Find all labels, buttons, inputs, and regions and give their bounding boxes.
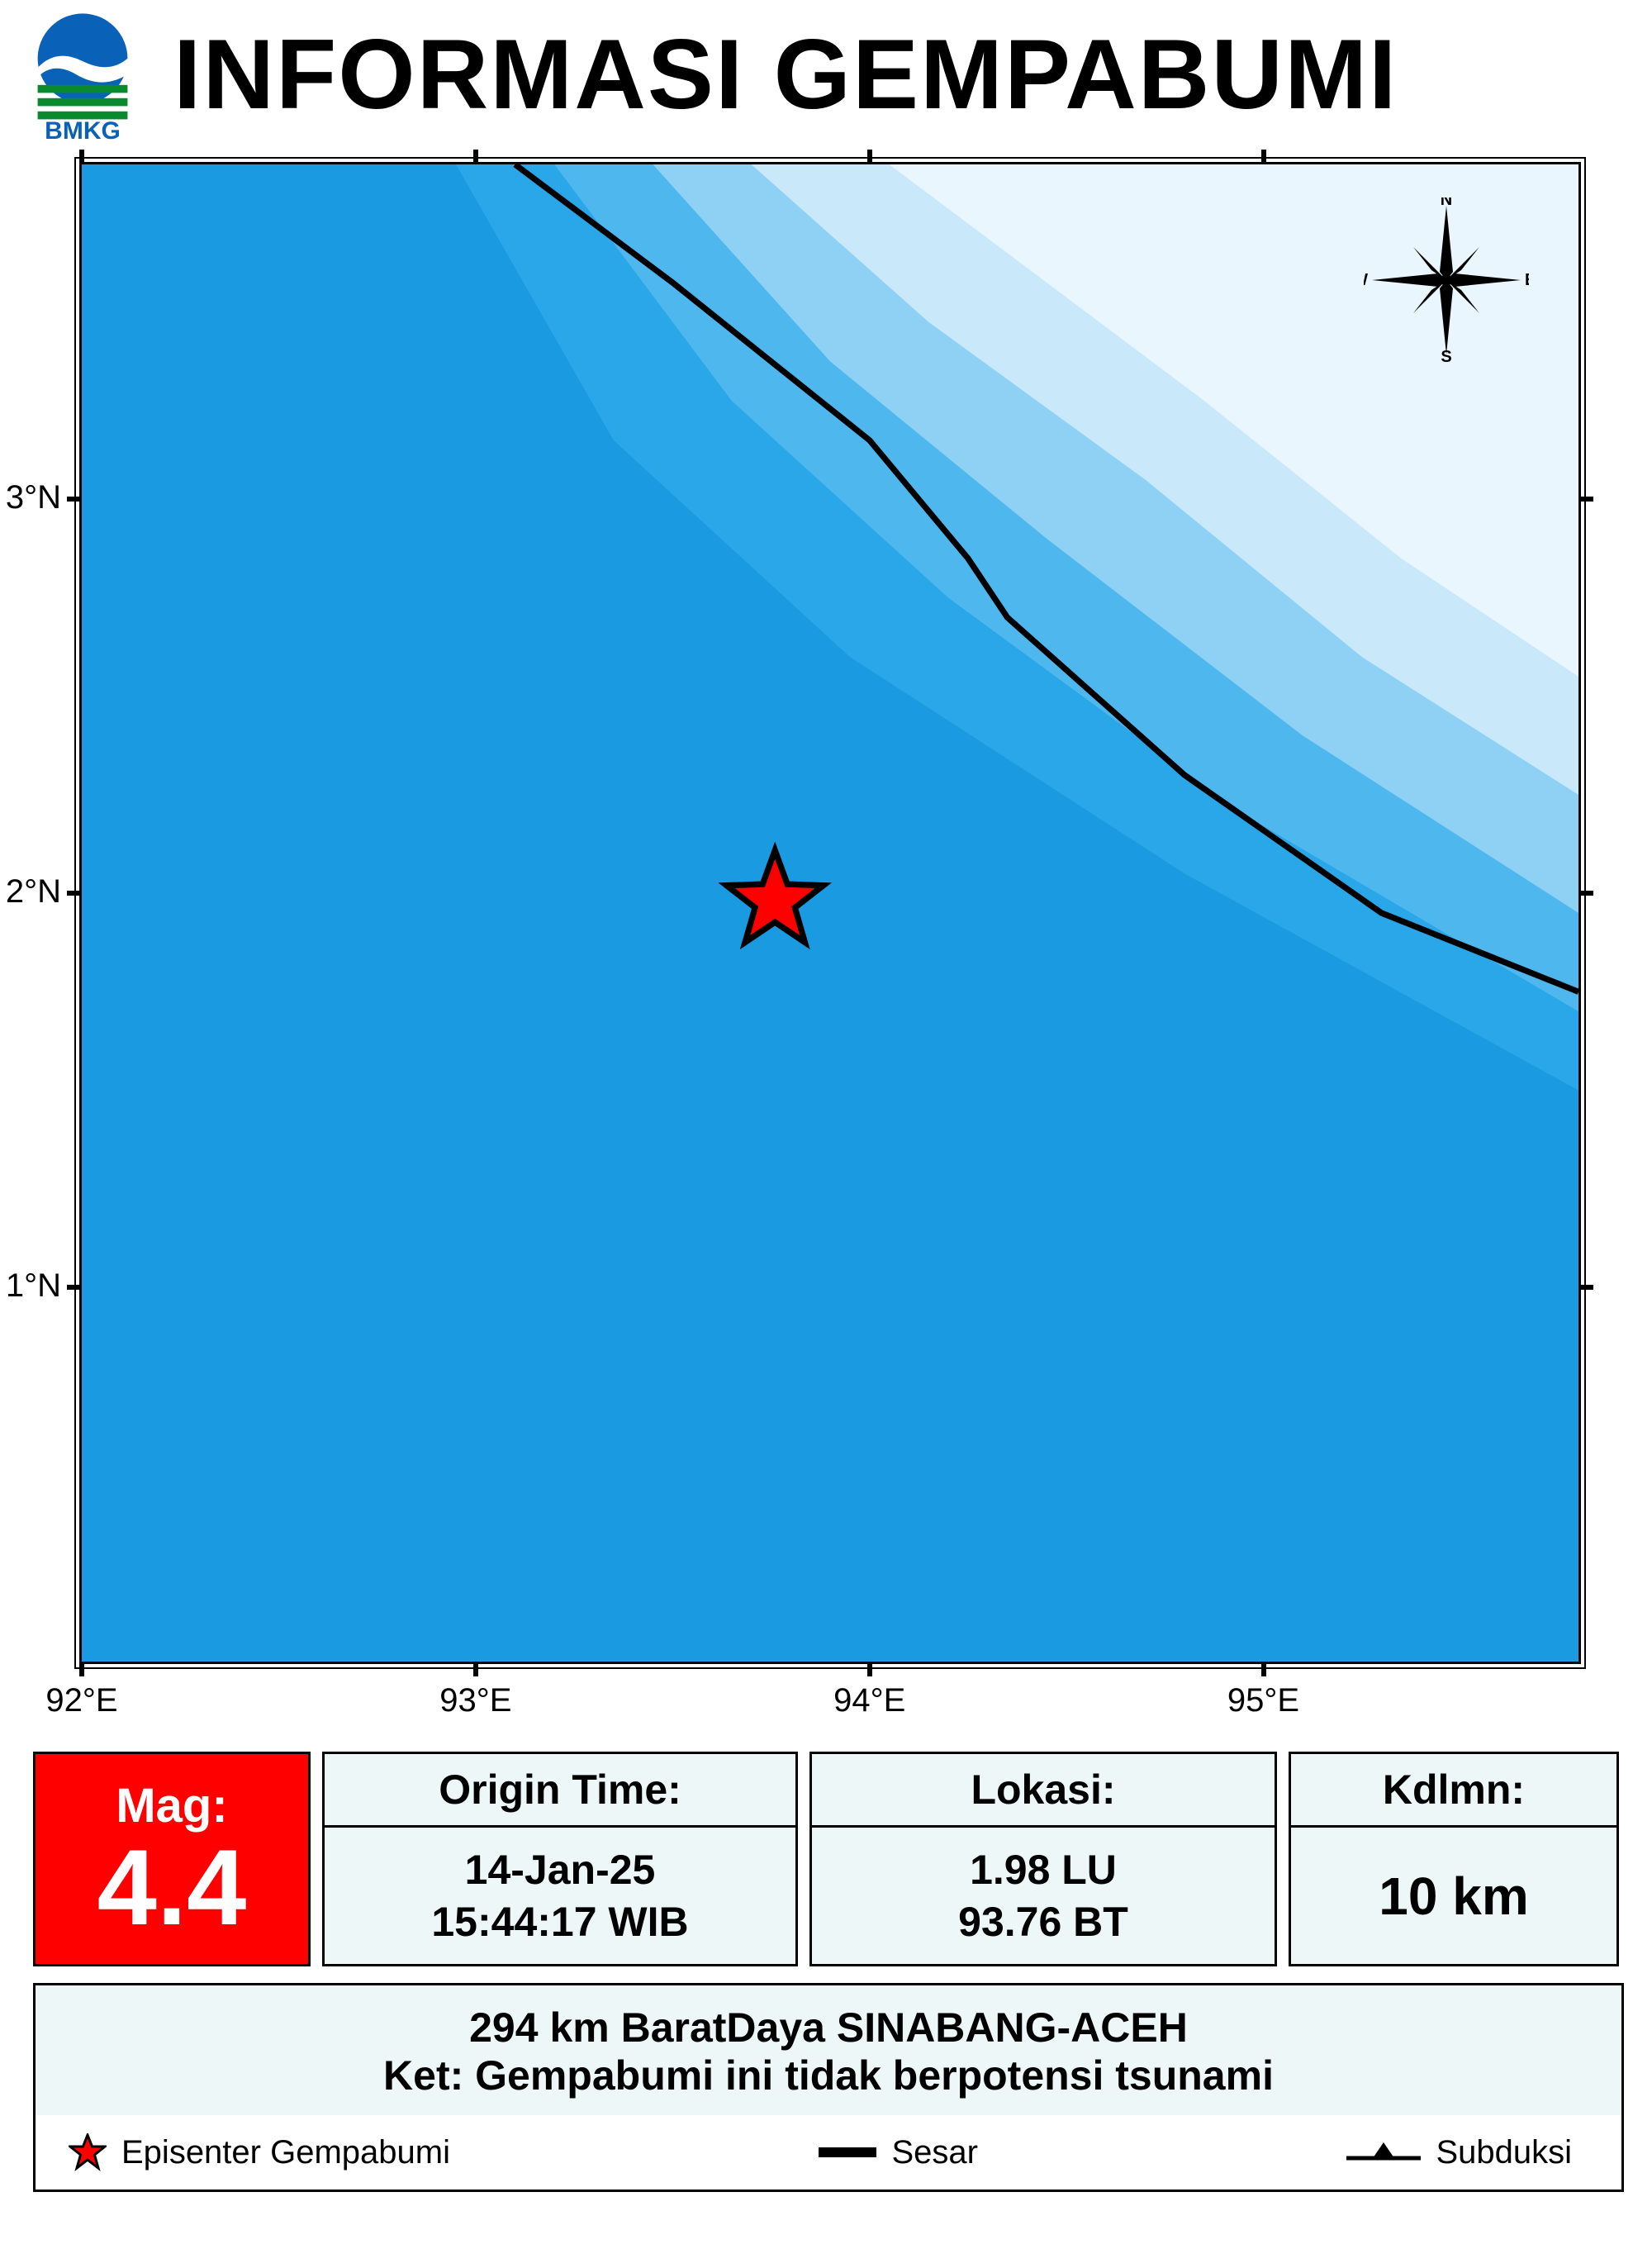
- subduction-icon: [1346, 2140, 1421, 2165]
- legend-epicenter-label: Episenter Gempabumi: [121, 2134, 450, 2171]
- legend-fault: Sesar: [819, 2134, 978, 2171]
- header: BMKG INFORMASI GEMPABUMI: [0, 8, 1652, 140]
- depth-cell: Kdlmn: 10 km: [1289, 1752, 1619, 1966]
- page-title: INFORMASI GEMPABUMI: [173, 17, 1398, 131]
- location-label: Lokasi:: [812, 1754, 1275, 1828]
- description-line1: 294 km BaratDaya SINABANG-ACEH: [36, 2004, 1621, 2052]
- legend-row: Episenter Gempabumi Sesar Subduksi: [33, 2115, 1624, 2192]
- bmkg-logo-icon: BMKG: [17, 8, 149, 140]
- depth-value: 10 km: [1291, 1863, 1616, 1929]
- origin-time-label: Origin Time:: [325, 1754, 795, 1828]
- logo-label: BMKG: [17, 117, 149, 145]
- magnitude-cell: Mag: 4.4: [33, 1752, 311, 1966]
- origin-time-cell: Origin Time: 14-Jan-25 15:44:17 WIB: [322, 1752, 798, 1966]
- legend-fault-label: Sesar: [891, 2134, 978, 2171]
- fault-line-icon: [819, 2147, 876, 2157]
- description-box: 294 km BaratDaya SINABANG-ACEH Ket: Gemp…: [33, 1983, 1624, 2120]
- description-line2: Ket: Gempabumi ini tidak berpotensi tsun…: [36, 2052, 1621, 2099]
- location-lon: 93.76 BT: [812, 1896, 1275, 1948]
- origin-time-time: 15:44:17 WIB: [325, 1896, 795, 1948]
- magnitude-value: 4.4: [97, 1833, 247, 1941]
- location-lat: 1.98 LU: [812, 1844, 1275, 1896]
- magnitude-label: Mag:: [116, 1778, 227, 1833]
- page: BMKG INFORMASI GEMPABUMI: [0, 0, 1652, 2249]
- depth-label: Kdlmn:: [1291, 1754, 1616, 1828]
- legend-subduction: Subduksi: [1346, 2134, 1572, 2171]
- map-axes: 92°E93°E94°E95°E1°N2°N3°N: [74, 157, 1586, 1669]
- location-cell: Lokasi: 1.98 LU 93.76 BT: [809, 1752, 1277, 1966]
- legend-subduction-label: Subduksi: [1436, 2134, 1572, 2171]
- star-icon: [69, 2133, 107, 2171]
- map-frame: N E S W 92°E93°E94°E95°E1°N2°N3°N: [74, 157, 1586, 1669]
- origin-time-date: 14-Jan-25: [325, 1844, 795, 1896]
- legend-epicenter: Episenter Gempabumi: [69, 2133, 450, 2171]
- info-row: Mag: 4.4 Origin Time: 14-Jan-25 15:44:17…: [33, 1752, 1619, 1966]
